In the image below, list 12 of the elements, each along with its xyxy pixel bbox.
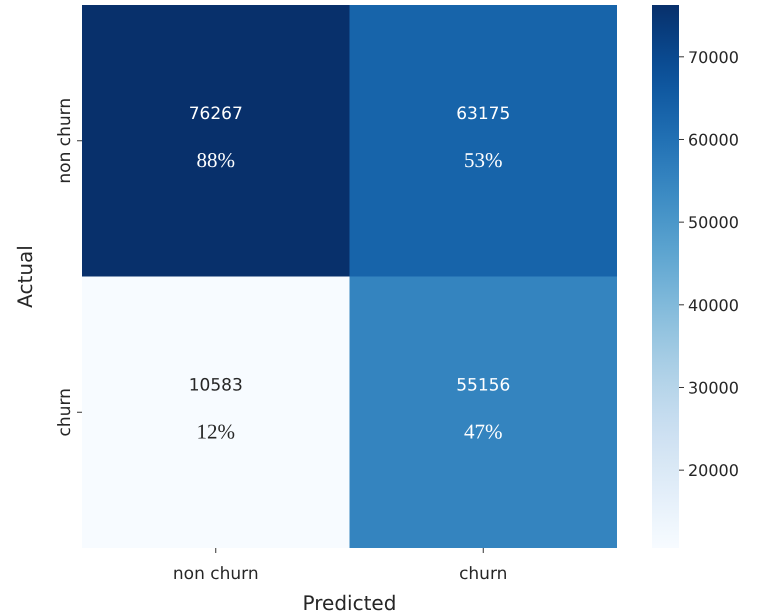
color-bar-label: 40000 <box>688 296 739 315</box>
x-axis-title: Predicted <box>302 591 396 615</box>
color-bar-label: 70000 <box>688 48 739 67</box>
text: 55156 47% <box>456 375 510 444</box>
text: 76267 88% <box>188 104 243 172</box>
text: 63175 53% <box>456 104 510 172</box>
color-bar-label: 60000 <box>688 130 739 150</box>
text: 10583 12% <box>188 375 243 444</box>
color-bar-label: 20000 <box>688 461 739 480</box>
y-axis-title: Actual <box>13 245 37 308</box>
color-bar-label: 30000 <box>688 378 739 398</box>
color-bar-label: 50000 <box>688 213 739 232</box>
